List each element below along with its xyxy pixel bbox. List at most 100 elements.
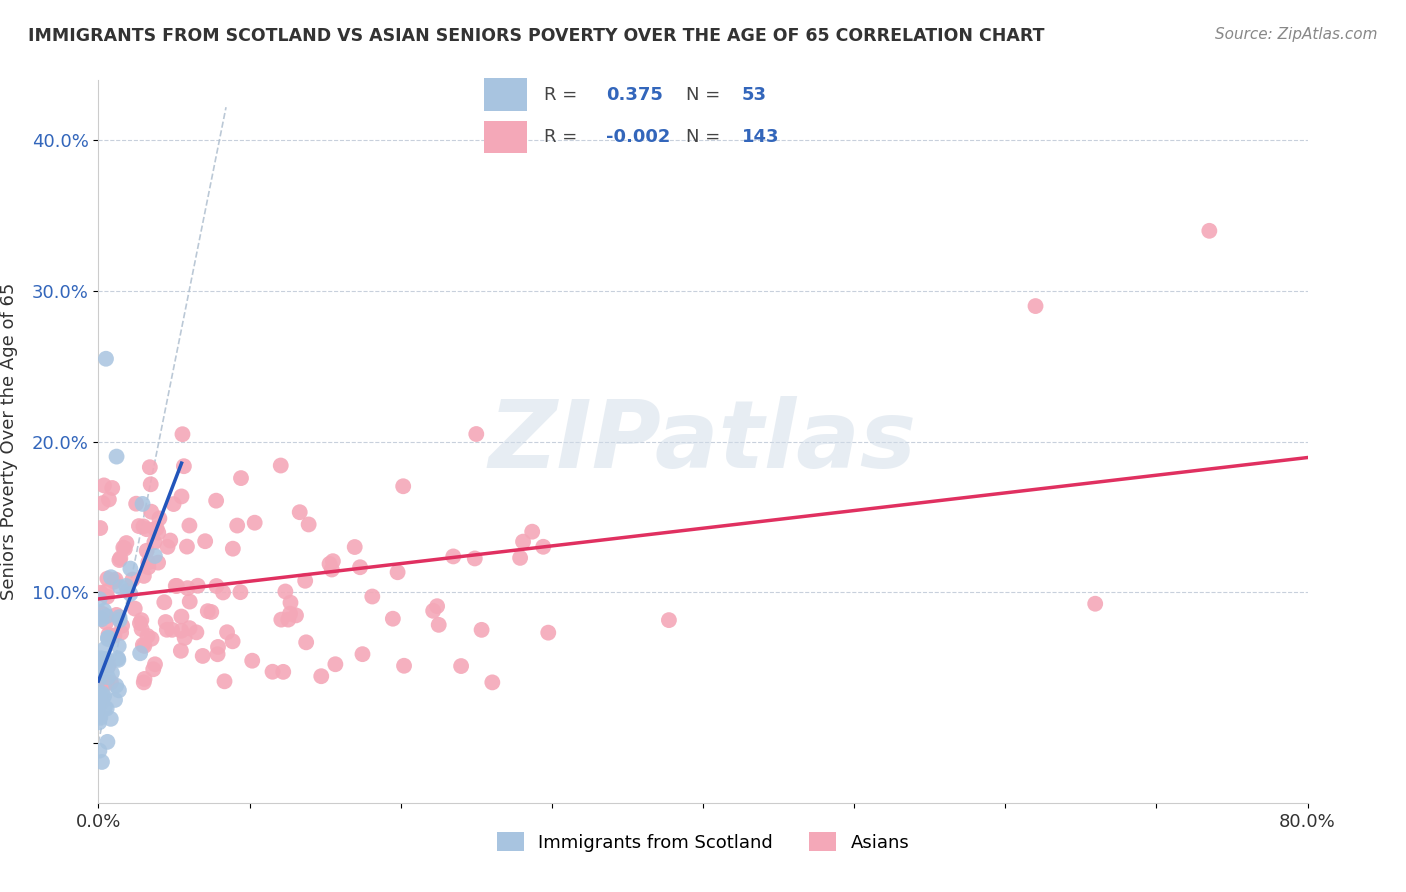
Point — [143, 657, 166, 672]
Point — [387, 566, 409, 580]
Point — [194, 534, 217, 549]
Point — [89, 689, 111, 703]
Point — [132, 675, 155, 690]
Point — [89, 715, 111, 730]
Point — [295, 635, 318, 649]
Point — [179, 621, 201, 635]
Point — [93, 642, 115, 657]
Text: N =: N = — [686, 86, 720, 103]
Point — [221, 634, 243, 648]
Point — [91, 658, 114, 673]
Point — [97, 628, 120, 642]
Point — [1084, 597, 1107, 611]
Point — [1024, 299, 1046, 313]
Point — [481, 675, 503, 690]
Point — [135, 543, 157, 558]
Point — [108, 613, 131, 627]
Point — [205, 493, 228, 508]
Point — [115, 579, 138, 593]
Point — [108, 610, 131, 624]
Point — [215, 625, 238, 640]
Point — [162, 497, 184, 511]
Point — [464, 551, 486, 566]
Point — [450, 659, 472, 673]
Point — [277, 613, 299, 627]
Point — [207, 640, 229, 654]
Point — [214, 674, 236, 689]
Point — [96, 652, 118, 666]
Point — [97, 658, 120, 673]
Point — [361, 590, 384, 604]
Point — [145, 521, 167, 535]
Point — [531, 540, 554, 554]
Point — [97, 631, 120, 645]
Point — [108, 683, 131, 698]
Point — [322, 554, 344, 568]
Point — [321, 562, 343, 576]
Point — [148, 511, 170, 525]
Point — [343, 540, 366, 554]
Y-axis label: Seniors Poverty Over the Age of 65: Seniors Poverty Over the Age of 65 — [0, 283, 18, 600]
Point — [131, 497, 153, 511]
Legend: Immigrants from Scotland, Asians: Immigrants from Scotland, Asians — [489, 825, 917, 859]
Point — [135, 522, 157, 536]
Point — [170, 624, 193, 638]
Point — [176, 540, 198, 554]
Point — [132, 519, 155, 533]
Point — [91, 686, 114, 700]
Point — [298, 517, 321, 532]
Point — [124, 601, 146, 615]
Point — [94, 351, 117, 366]
Point — [148, 525, 170, 540]
Point — [170, 609, 193, 624]
Point — [132, 569, 155, 583]
Point — [89, 521, 111, 535]
Point — [91, 496, 114, 510]
Point — [229, 471, 252, 485]
Point — [271, 665, 294, 679]
Point — [134, 639, 156, 653]
Point — [179, 594, 201, 608]
Point — [197, 604, 219, 618]
Point — [90, 694, 112, 708]
Point — [537, 625, 560, 640]
Point — [136, 629, 159, 643]
FancyBboxPatch shape — [484, 121, 527, 153]
Point — [229, 585, 252, 599]
Point — [165, 579, 187, 593]
Point — [1198, 224, 1220, 238]
Point — [105, 607, 128, 622]
Point — [89, 611, 111, 625]
Point — [105, 450, 128, 464]
Point — [426, 599, 449, 614]
Text: IMMIGRANTS FROM SCOTLAND VS ASIAN SENIORS POVERTY OVER THE AGE OF 65 CORRELATION: IMMIGRANTS FROM SCOTLAND VS ASIAN SENIOR… — [28, 27, 1045, 45]
Point — [89, 709, 111, 723]
Point — [100, 675, 122, 690]
Point — [114, 541, 136, 556]
Point — [186, 625, 208, 640]
Point — [285, 608, 308, 623]
Point — [97, 632, 120, 646]
Point — [96, 675, 118, 690]
Point — [441, 549, 464, 564]
Point — [132, 638, 155, 652]
Point — [110, 551, 132, 566]
Point — [509, 550, 531, 565]
Point — [90, 612, 112, 626]
Point — [262, 665, 284, 679]
Text: -0.002: -0.002 — [606, 128, 671, 146]
Point — [142, 662, 165, 676]
Point — [134, 672, 156, 686]
Point — [120, 587, 142, 601]
Point — [90, 695, 112, 709]
Point — [191, 648, 214, 663]
Point — [471, 623, 494, 637]
Point — [91, 755, 114, 769]
Point — [156, 623, 179, 637]
Point — [172, 427, 194, 442]
Point — [103, 574, 125, 589]
Point — [90, 585, 112, 599]
Point — [96, 572, 118, 586]
Text: Source: ZipAtlas.com: Source: ZipAtlas.com — [1215, 27, 1378, 42]
Point — [226, 518, 249, 533]
